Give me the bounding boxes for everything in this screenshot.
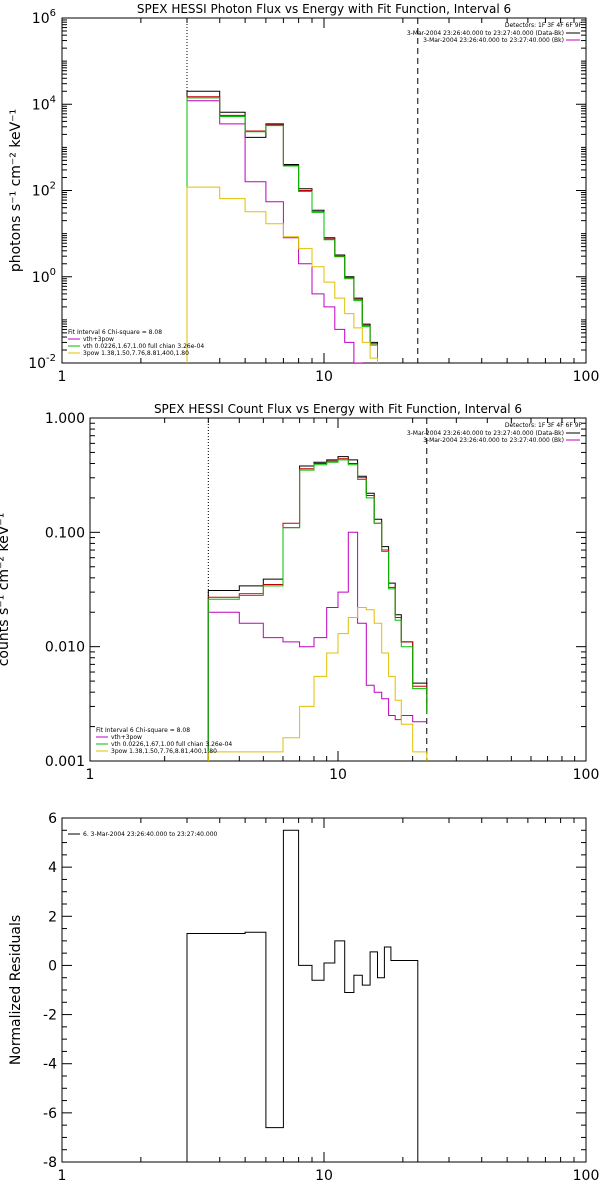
y-tick-label: 10-2 bbox=[28, 353, 56, 372]
y-axis-label: Normalized Residuals bbox=[8, 915, 24, 1065]
series-total bbox=[186, 96, 378, 363]
series-data-bk bbox=[207, 456, 428, 761]
y-tick-label: 0.001 bbox=[45, 754, 85, 770]
y-tick-label: 4 bbox=[48, 860, 57, 876]
y-tick-label: -4 bbox=[43, 1057, 57, 1073]
plot-frame bbox=[61, 17, 587, 364]
series-residuals bbox=[186, 829, 419, 1162]
x-tick-label: 1 bbox=[58, 1168, 67, 1184]
y-tick-label: 6 bbox=[48, 811, 57, 827]
x-tick-label: 10 bbox=[315, 1168, 333, 1184]
legend-entry: vth 0.0226,1.67,1.00 full chian 3.26e-04 bbox=[83, 343, 204, 350]
legend-entry: vth+3pow bbox=[111, 734, 142, 741]
legend-entry: 3-Mar-2004 23:26:40.000 to 23:27:40.000 … bbox=[423, 437, 564, 444]
x-tick-label: 10 bbox=[315, 369, 333, 385]
series-data-bk bbox=[186, 90, 385, 363]
series-vth bbox=[186, 97, 378, 363]
y-axis-label: photons s⁻¹ cm⁻² keV⁻¹ bbox=[8, 109, 24, 272]
legend-entry: 3pow 1.38,1.50,7.76,8.81,400,1.80 bbox=[111, 748, 217, 755]
y-tick-label: -2 bbox=[43, 1008, 57, 1024]
x-tick-label: 100 bbox=[573, 369, 600, 385]
y-tick-label: 1.000 bbox=[45, 411, 85, 427]
legend-entry: 3-Mar-2004 23:26:40.000 to 23:27:40.000 … bbox=[423, 37, 564, 44]
panel-1: SPEX HESSI Photon Flux vs Energy with Fi… bbox=[8, 2, 599, 385]
y-tick-label: -6 bbox=[43, 1106, 57, 1122]
y-tick-label: 0.010 bbox=[45, 640, 85, 656]
x-tick-label: 1 bbox=[86, 767, 95, 783]
y-tick-label: 0.100 bbox=[45, 525, 85, 541]
series-vth+3pow bbox=[186, 100, 363, 363]
detectors-label: Detectors: 1F 3F 4F 6F 9F bbox=[505, 422, 583, 429]
y-tick-label: -8 bbox=[43, 1155, 57, 1171]
legend-entry: Fit Interval 6 Chi-square = 8.08 bbox=[68, 329, 162, 336]
legend-entry: 3-Mar-2004 23:26:40.000 to 23:27:40.000 … bbox=[407, 30, 564, 37]
x-tick-label: 100 bbox=[573, 1168, 600, 1184]
series-vth+3pow bbox=[207, 531, 427, 761]
series-total bbox=[207, 458, 428, 761]
x-tick-label: 100 bbox=[573, 767, 600, 783]
y-tick-label: 106 bbox=[32, 8, 56, 27]
legend-entry: 6. 3-Mar-2004 23:26:40.000 to 23:27:40.0… bbox=[83, 831, 218, 838]
plot-frame bbox=[61, 817, 587, 1163]
legend-entry: Fit Interval 6 Chi-square = 8.08 bbox=[96, 727, 190, 734]
y-axis-label: counts s⁻¹ cm⁻² keV⁻¹ bbox=[0, 513, 12, 667]
y-tick-label: 0 bbox=[48, 958, 57, 974]
legend-entry: vth 0.0226,1.67,1.00 full chian 3.26e-04 bbox=[111, 741, 232, 748]
panel-3: Normalized Residuals 1 10 100 -8 -6 -4 -2 0 2 4 6 6.… bbox=[8, 811, 600, 1184]
y-tick-label: 102 bbox=[32, 181, 56, 200]
panel-2: SPEX HESSI Count Flux vs Energy with Fit… bbox=[0, 402, 600, 783]
x-tick-label: 10 bbox=[329, 767, 347, 783]
x-tick-label: 1 bbox=[58, 369, 67, 385]
legend-entry: vth+3pow bbox=[83, 336, 114, 343]
y-tick-label: 104 bbox=[32, 94, 56, 113]
plot-frame bbox=[89, 417, 587, 762]
series-3pow bbox=[207, 607, 428, 761]
series-3pow bbox=[186, 186, 378, 363]
legend-entry: 3pow 1.38,1.50,7.76,8.81,400,1.80 bbox=[83, 350, 189, 357]
detectors-label: Detectors: 1F 3F 4F 6F 9F bbox=[505, 22, 583, 29]
chart-title: SPEX HESSI Count Flux vs Energy with Fit… bbox=[154, 402, 522, 416]
y-tick-label: 100 bbox=[32, 267, 56, 286]
series-vth bbox=[207, 459, 428, 761]
chart-title: SPEX HESSI Photon Flux vs Energy with Fi… bbox=[137, 2, 511, 16]
y-tick-label: 2 bbox=[48, 909, 57, 925]
legend-entry: 3-Mar-2004 23:26:40.000 to 23:27:40.000 … bbox=[407, 430, 564, 437]
